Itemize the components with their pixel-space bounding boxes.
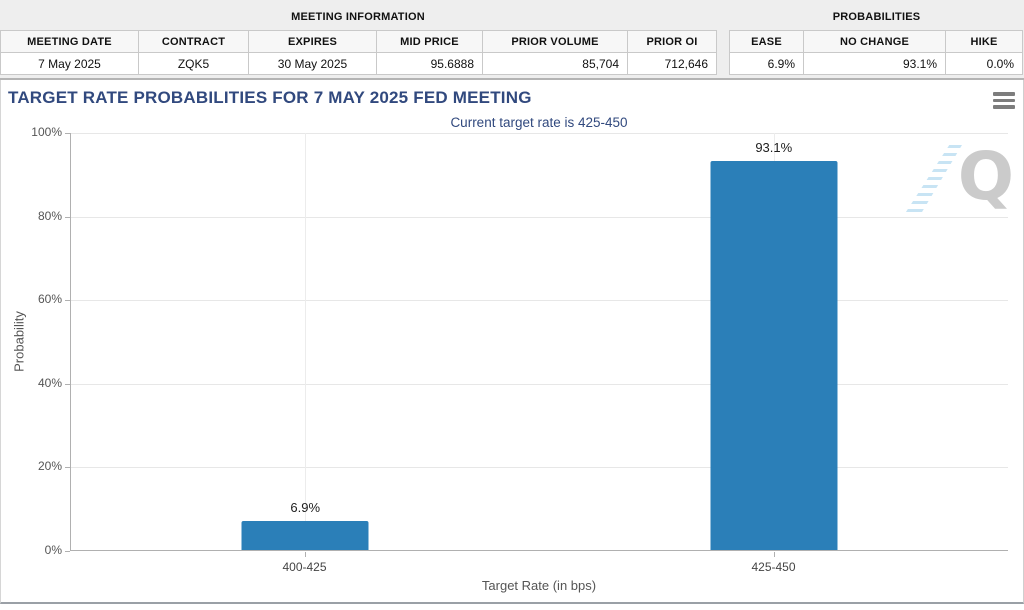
menu-bar — [993, 92, 1015, 96]
hamburger-menu-icon[interactable] — [993, 92, 1017, 110]
chart-title: TARGET RATE PROBABILITIES FOR 7 MAY 2025… — [8, 88, 532, 107]
table-header-row: EASE NO CHANGE HIKE — [729, 30, 1023, 53]
col-ease: EASE — [729, 30, 804, 53]
cell-contract: ZQK5 — [138, 52, 249, 75]
y-tick-label-40%: 40% — [37, 375, 62, 390]
meeting-information-table: MEETING INFORMATION MEETING DATE CONTRAC… — [0, 4, 717, 75]
cell-meeting-date: 7 May 2025 — [0, 52, 139, 75]
col-mid-price: MID PRICE — [376, 30, 483, 53]
cell-hike: 0.0% — [945, 52, 1023, 75]
table-row: 7 May 2025 ZQK5 30 May 2025 95.6888 85,7… — [0, 52, 717, 75]
bar-value-label: 93.1% — [755, 139, 793, 155]
gridline-20 — [71, 467, 1008, 469]
col-expires: EXPIRES — [248, 30, 377, 53]
x-tick-mark — [773, 552, 775, 557]
gridline-60 — [71, 300, 1008, 302]
col-prior-volume: PRIOR VOLUME — [482, 30, 628, 53]
cell-prior-volume: 85,704 — [482, 52, 628, 75]
col-meeting-date: MEETING DATE — [0, 30, 139, 53]
meeting-info-band: MEETING INFORMATION MEETING DATE CONTRAC… — [0, 0, 1024, 80]
table-header-row: MEETING DATE CONTRACT EXPIRES MID PRICE … — [0, 30, 717, 53]
x-tick-mark — [304, 552, 306, 557]
meeting-information-title: MEETING INFORMATION — [291, 11, 425, 23]
probabilities-table: PROBABILITIES EASE NO CHANGE HIKE 6.9% 9… — [729, 4, 1024, 75]
y-tick-mark — [65, 551, 70, 552]
y-tick-mark — [65, 216, 70, 218]
x-tick-label-400-425: 400-425 — [282, 560, 327, 574]
gridline-80 — [71, 216, 1008, 218]
y-tick-label-60%: 60% — [37, 292, 62, 307]
y-tick-mark — [65, 300, 70, 302]
cell-mid-price: 95.6888 — [376, 52, 483, 75]
y-axis-title: Probability — [11, 311, 27, 372]
y-tick-label-100%: 100% — [31, 125, 62, 139]
chart-subtitle: Current target rate is 425-450 — [450, 115, 628, 130]
gridline-40 — [71, 383, 1008, 385]
vertical-gridline — [305, 133, 307, 550]
cell-no-change: 93.1% — [803, 52, 946, 75]
y-tick-label-80%: 80% — [37, 208, 62, 223]
y-tick-mark — [65, 133, 70, 134]
x-axis-title: Target Rate (in bps) — [481, 578, 597, 593]
y-tick-label-20%: 20% — [37, 459, 62, 474]
x-tick-label-425-450: 425-450 — [751, 560, 796, 574]
cell-ease: 6.9% — [729, 52, 804, 75]
watermark-q-icon: Q — [957, 138, 1014, 215]
col-no-change: NO CHANGE — [803, 30, 946, 53]
table-row: 6.9% 93.1% 0.0% — [729, 52, 1023, 75]
cell-expires: 30 May 2025 — [248, 52, 377, 75]
bar-chart-plot-area: 6.9% 93.1% — [70, 133, 1008, 551]
y-tick-label-0%: 0% — [44, 543, 62, 557]
col-prior-oi: PRIOR OI — [627, 30, 717, 53]
bar-400-425[interactable] — [241, 521, 369, 550]
col-contract: CONTRACT — [138, 30, 249, 53]
cell-prior-oi: 712,646 — [627, 52, 717, 75]
probabilities-title: PROBABILITIES — [832, 11, 921, 23]
col-hike: HIKE — [945, 30, 1023, 53]
bar-425-450[interactable] — [710, 160, 838, 550]
y-tick-mark — [65, 383, 70, 385]
menu-bar — [993, 98, 1015, 102]
menu-bar — [993, 105, 1015, 109]
chart-panel — [0, 80, 1024, 604]
gridline-100 — [71, 133, 1008, 134]
bar-value-label: 6.9% — [290, 500, 321, 516]
y-tick-mark — [65, 467, 70, 469]
